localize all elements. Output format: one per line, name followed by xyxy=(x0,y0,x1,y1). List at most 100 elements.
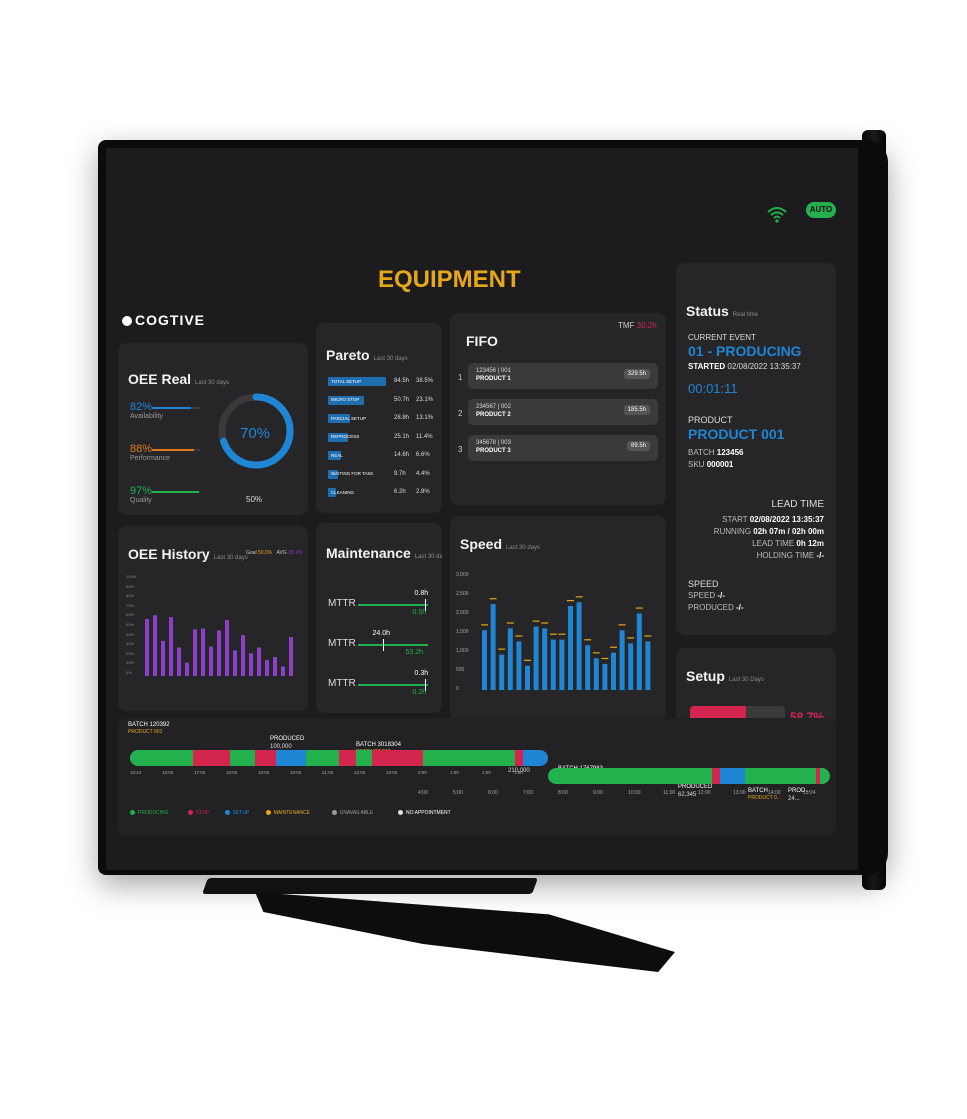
oee-history-y-tick: 20% xyxy=(126,650,135,656)
tv-stand-neck xyxy=(202,878,538,894)
produced-label: PRODUCED xyxy=(688,603,734,612)
auto-mode-badge[interactable]: AUTO xyxy=(806,202,836,218)
sku-label: SKU xyxy=(688,460,705,469)
timeline-hour: 5:00 xyxy=(453,790,463,796)
timeline-hour: 8:00 xyxy=(558,790,568,796)
pareto-bar[interactable] xyxy=(328,451,342,460)
pareto-label: TOTAL SETUP xyxy=(331,378,362,384)
batch-produced-label: PRODUCED xyxy=(270,736,305,742)
speed-bar xyxy=(550,639,556,690)
started-value: 02/08/2022 13:35:37 xyxy=(727,362,801,371)
batch-label: BATCH 3018304 xyxy=(356,742,401,748)
timeline-hour: 7:00 xyxy=(523,790,533,796)
pareto-bar[interactable] xyxy=(328,414,351,423)
oee-history-y-tick: 90% xyxy=(126,583,135,589)
oee-history-bar xyxy=(233,650,237,676)
started-line: STARTED 02/08/2022 13:35:37 xyxy=(688,362,801,371)
mttr-marker xyxy=(424,679,426,691)
legend-dot xyxy=(224,810,230,816)
event-timer: 00:01:11 xyxy=(688,381,738,396)
legend-label: PRODUCING xyxy=(138,810,169,816)
tv-stand-base xyxy=(255,892,675,972)
legend-label: UNAVAILABLE xyxy=(339,810,374,816)
speed-target-marker xyxy=(549,633,557,635)
speed-value: -/- xyxy=(717,591,725,600)
pareto-bar[interactable] xyxy=(328,432,349,442)
fifo-item-product: PRODUCT 2 xyxy=(476,412,511,418)
pareto-bar[interactable] xyxy=(328,377,386,386)
batch-produced-label: PRODUCED xyxy=(678,784,713,790)
speed-bar xyxy=(645,641,651,690)
speed-y-tick: 0 xyxy=(456,686,459,692)
timeline-hour: 21:00 xyxy=(322,770,334,775)
speed-bar xyxy=(568,606,573,690)
timeline-bar-1 xyxy=(130,750,548,766)
timeline-hour: 0:00 xyxy=(418,770,427,775)
speed-target-marker xyxy=(601,657,609,660)
pareto-bar[interactable] xyxy=(328,395,365,405)
speed-target-marker xyxy=(506,622,514,624)
oee-metric-bar xyxy=(152,449,200,451)
speed-y-tick: 1,500 xyxy=(456,629,469,635)
oee-history-bar xyxy=(177,647,181,676)
timeline-panel: BATCH 120392 PRODUCT 001 PRODUCED 100,000 BA… xyxy=(118,718,836,836)
tmf-label: TMF xyxy=(618,321,635,330)
speed-target-marker xyxy=(524,659,531,661)
oee-history-y-tick: 50% xyxy=(126,622,135,627)
lead-time-label: LEAD TIME xyxy=(752,539,795,548)
speed-bar xyxy=(628,643,634,690)
mttr-top-value: 0.8h xyxy=(414,590,429,597)
pareto-panel: Pareto Last 30 days TOTAL SETUP 84.5h 38.5%… xyxy=(316,323,442,513)
mttr-label: MTTR xyxy=(328,638,356,649)
legend-item: SETUP xyxy=(224,810,249,816)
holding-label: HOLDING TIME xyxy=(756,551,815,560)
tl-seg-stop xyxy=(372,750,423,766)
batch-product: PRODUCT 0... xyxy=(748,795,781,801)
legend-dot xyxy=(265,810,271,816)
fifo-item[interactable]: 345678 | 003 PRODUCT 3 89.5h xyxy=(468,435,658,461)
pareto-bar[interactable] xyxy=(328,469,338,479)
oee-history-goal: Goal 50.0% AVG 35.1% xyxy=(246,550,302,556)
pareto-bar[interactable] xyxy=(328,488,336,497)
oee-history-subtitle: Last 30 days xyxy=(213,555,248,561)
sku-line: SKU 000001 xyxy=(688,460,733,469)
oee-history-y-tick: 40% xyxy=(126,631,135,637)
speed-target-marker xyxy=(515,635,523,637)
oee-metric-value: 97% xyxy=(130,485,153,497)
legend-item: MAINTENANCE xyxy=(265,810,310,816)
speed-target-marker xyxy=(575,596,583,598)
timeline-hour: 22:00 xyxy=(354,770,366,775)
pareto-title: Pareto xyxy=(326,347,370,363)
fifo-index: 1 xyxy=(458,373,463,382)
oee-history-y-tick: 30% xyxy=(126,641,135,647)
oee-history-bar xyxy=(273,657,277,676)
speed-target-marker xyxy=(592,652,600,654)
fifo-item[interactable]: 123456 | 001 PRODUCT 1 329.5h xyxy=(468,363,658,389)
pareto-label: MICRO STOP xyxy=(331,397,360,402)
timeline-hour: 17:00 xyxy=(194,770,206,775)
fifo-item[interactable]: 234567 | 002 PRODUCT 2 185.5h xyxy=(468,399,658,425)
goal-label: Goal xyxy=(246,550,257,556)
oee-history-bar xyxy=(217,630,221,676)
oee-history-bar xyxy=(241,635,245,676)
fifo-index: 3 xyxy=(458,445,463,454)
oee-history-bar xyxy=(145,619,149,676)
mttr-label: MTTR xyxy=(328,678,356,689)
timeline-hour: 16:00 xyxy=(162,770,174,775)
speed-target-marker xyxy=(635,607,643,609)
oee-history-bar xyxy=(169,617,173,676)
oee-metric-label: Quality xyxy=(130,497,152,504)
speed-bar xyxy=(611,652,616,690)
tl-seg-stop xyxy=(514,750,523,766)
oee-history-y-tick: 100% xyxy=(126,574,137,579)
oee-metric-bar-fill xyxy=(152,491,199,493)
oee-history-bar xyxy=(225,619,229,676)
batch-line: BATCH 123456 xyxy=(688,448,743,457)
pareto-hours: 14.6h xyxy=(394,452,410,458)
pareto-hours: 28.8h xyxy=(394,415,410,421)
holding-value: -/- xyxy=(816,551,824,560)
oee-metric-label: Availability xyxy=(130,413,163,420)
timeline-hour: 19:00 xyxy=(258,770,270,775)
speed-y-tick: 500 xyxy=(456,667,465,673)
status-panel: Status Real time CURRENT EVENT 01 - PRODU… xyxy=(676,263,836,635)
